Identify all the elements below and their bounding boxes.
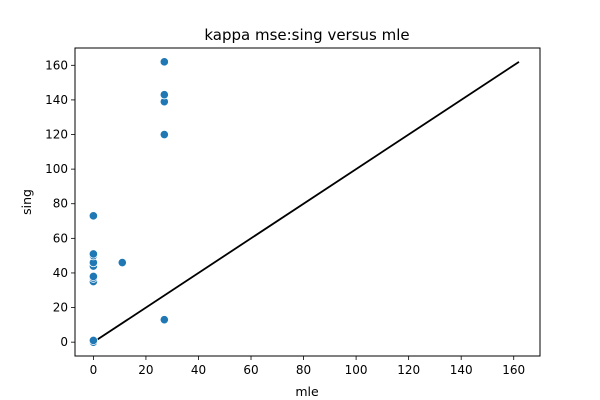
- x-tick-label: 120: [397, 363, 420, 377]
- y-tick-label: 80: [53, 197, 68, 211]
- y-tick-label: 120: [45, 128, 68, 142]
- reference-line: [92, 61, 520, 343]
- x-tick-label: 80: [296, 363, 311, 377]
- x-tick-label: 100: [345, 363, 368, 377]
- chart-title: kappa mse:sing versus mle: [204, 26, 409, 44]
- data-point: [88, 249, 98, 259]
- x-tick-label: 140: [450, 363, 473, 377]
- x-tick-label: 40: [191, 363, 206, 377]
- y-tick-label: 20: [53, 301, 68, 315]
- y-tick-label: 0: [60, 335, 68, 349]
- x-tick-label: 160: [502, 363, 525, 377]
- data-point: [117, 257, 127, 268]
- data-point: [159, 129, 169, 140]
- y-tick-label: 40: [53, 266, 68, 280]
- data-point: [88, 271, 98, 282]
- data-point: [159, 315, 169, 325]
- plot-frame: [74, 47, 541, 357]
- y-tick-label: 100: [45, 162, 68, 176]
- data-point: [159, 90, 169, 100]
- data-point: [88, 211, 98, 221]
- y-tick-label: 160: [45, 58, 68, 72]
- y-tick-label: 140: [45, 93, 68, 107]
- y-tick-label: 60: [53, 231, 68, 245]
- data-point: [159, 57, 169, 67]
- x-axis-label: mle: [295, 384, 319, 399]
- y-axis-label: sing: [19, 189, 34, 215]
- x-tick-label: 20: [138, 363, 153, 377]
- x-tick-label: 60: [243, 363, 258, 377]
- data-point: [88, 335, 98, 346]
- x-tick-label: 0: [90, 363, 98, 377]
